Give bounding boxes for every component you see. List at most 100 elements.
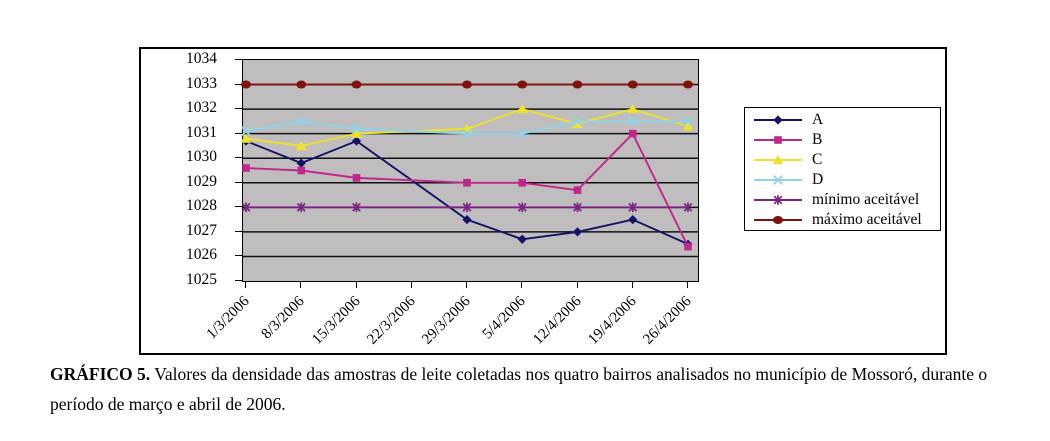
marker-mínimo aceitável [573, 202, 582, 213]
marker-mínimo aceitável [517, 202, 527, 213]
caption-label: GRÁFICO 5. [50, 364, 151, 384]
marker-B [628, 129, 637, 138]
marker-A [296, 158, 306, 168]
y-axis-tick [235, 255, 242, 257]
marker-B [463, 178, 471, 187]
marker-D [517, 128, 528, 139]
x-axis-tick [466, 282, 467, 288]
marker-A [462, 215, 472, 225]
legend-marker-circle-icon [754, 216, 802, 224]
x-axis-tick [300, 282, 302, 288]
y-axis-label: 1028 [186, 197, 217, 215]
y-axis-tick [235, 181, 242, 183]
marker-A [572, 227, 583, 237]
marker-C [295, 140, 307, 151]
y-axis-tick [235, 280, 242, 281]
marker-mínimo aceitável [241, 202, 251, 213]
marker-máximo aceitável [351, 80, 362, 89]
legend-marker-A [773, 115, 783, 125]
y-axis-label: 1033 [186, 74, 217, 92]
x-axis-tick [245, 282, 246, 288]
y-axis-label: 1032 [186, 99, 217, 117]
marker-A [517, 234, 527, 244]
series-line-A [245, 139, 689, 246]
legend-label: A [812, 111, 824, 128]
marker-A [351, 136, 362, 146]
legend-item-mínimo aceitável: mínimo aceitável [745, 190, 940, 210]
marker-A [628, 215, 638, 225]
marker-D [682, 116, 694, 127]
marker-D [351, 123, 362, 134]
legend-marker-máximo aceitável [773, 216, 783, 224]
y-axis-label: 1025 [186, 271, 217, 288]
legend-label: mínimo aceitável [812, 191, 920, 208]
legend-label: D [812, 171, 824, 188]
series-line-B [245, 132, 689, 248]
marker-B [297, 166, 306, 175]
marker-D [627, 116, 638, 127]
marker-C [516, 103, 528, 114]
marker-mínimo aceitável [296, 202, 306, 213]
y-axis-tick [235, 83, 242, 85]
marker-B [242, 164, 250, 172]
legend-marker-x-icon [754, 174, 802, 186]
y-axis-tick [235, 206, 242, 208]
marker-máximo aceitável [572, 80, 583, 89]
legend-item-máximo aceitável: máximo aceitável [745, 210, 940, 230]
legend-marker-asterisk-icon [754, 195, 802, 205]
legend-marker-mínimo aceitável [773, 195, 783, 205]
x-axis-tick [410, 282, 412, 288]
x-axis-tick [687, 282, 688, 288]
legend-marker-C [772, 154, 784, 165]
marker-B [684, 242, 692, 251]
marker-máximo aceitável [241, 80, 251, 89]
y-axis-label: 1029 [186, 172, 217, 190]
marker-mínimo aceitável [683, 202, 693, 213]
marker-D [296, 116, 307, 127]
chart-frame: 1034 1033 1032 1031 1030 1029 1028 1027 1026 1025… [139, 47, 947, 355]
marker-máximo aceitável [683, 80, 693, 89]
marker-mínimo aceitável [628, 202, 638, 213]
marker-B [573, 186, 582, 194]
series-line-D [245, 120, 688, 135]
marker-mínimo aceitável [462, 202, 472, 213]
marker-D [572, 116, 583, 127]
x-axis-tick [576, 282, 578, 288]
y-axis-tick [235, 132, 242, 134]
caption-text: Valores da densidade das amostras de lei… [50, 364, 988, 414]
legend-item-A: A [745, 110, 940, 130]
marker-C [240, 133, 252, 143]
chart-caption: GRÁFICO 5. Valores da densidade das amos… [50, 359, 1038, 419]
legend-item-C: C [745, 150, 940, 170]
y-axis-label: 1030 [186, 148, 217, 166]
legend-label: B [812, 131, 823, 148]
legend-marker-triangle-icon [754, 154, 802, 165]
x-axis-tick [631, 282, 633, 288]
marker-B [518, 178, 527, 187]
marker-C [682, 121, 694, 131]
x-axis-tick [521, 282, 523, 288]
legend-marker-B [774, 136, 782, 144]
y-axis-label: 1034 [186, 50, 217, 67]
marker-C [351, 128, 362, 138]
plot-area [240, 59, 699, 282]
y-axis-label: 1031 [186, 123, 217, 141]
legend-marker-D [772, 174, 784, 186]
marker-D [461, 128, 473, 139]
y-axis-tick [235, 59, 242, 60]
marker-C [572, 118, 583, 129]
y-axis-tick [235, 108, 242, 110]
legend-marker-square-icon [754, 136, 802, 144]
legend-item-D: D [745, 170, 940, 190]
marker-máximo aceitável [296, 80, 307, 89]
y-axis-label: 1026 [186, 246, 217, 264]
legend-item-B: B [745, 130, 940, 150]
x-axis-tick [355, 282, 357, 288]
legend-label: C [812, 151, 823, 168]
legend-marker-diamond-icon [754, 115, 802, 125]
marker-D [240, 126, 252, 137]
marker-C [627, 103, 639, 114]
series-line-C [245, 108, 689, 147]
chart-plot [240, 80, 698, 258]
